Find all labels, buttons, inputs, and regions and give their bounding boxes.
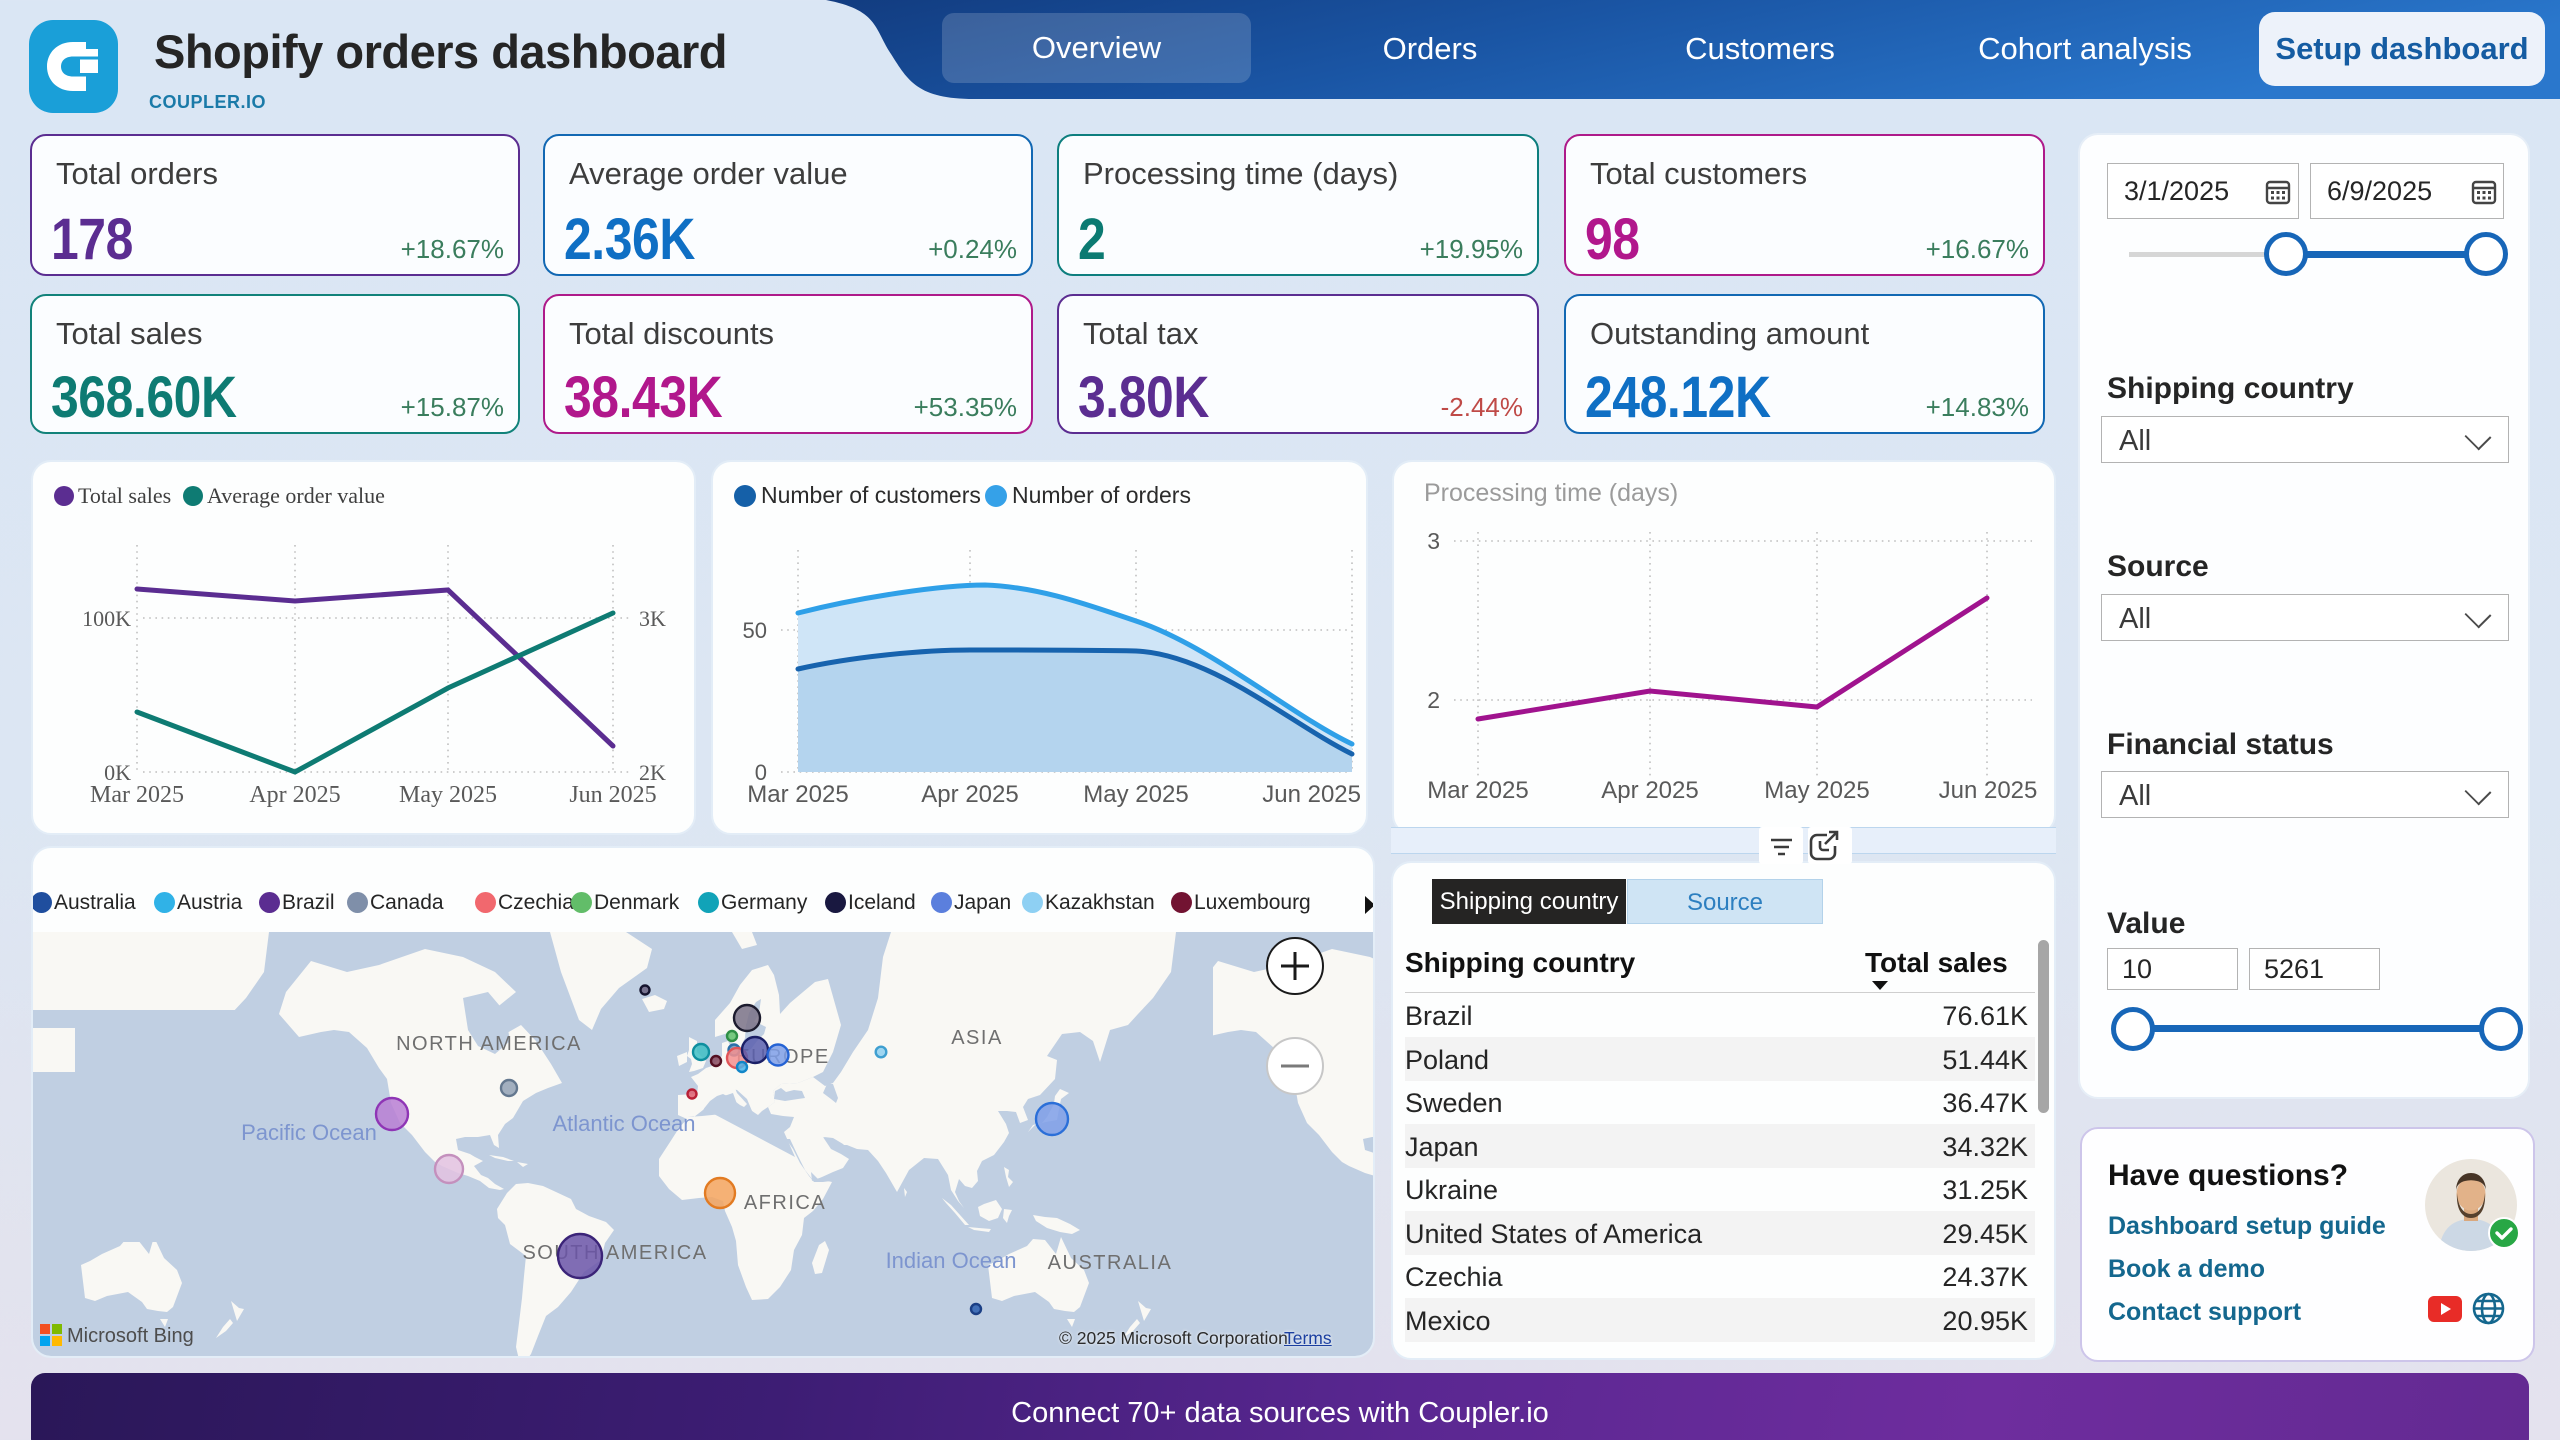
svg-text:Indian Ocean: Indian Ocean: [886, 1248, 1017, 1273]
svg-text:Apr 2025: Apr 2025: [1601, 777, 1698, 804]
svg-text:Jun 2025: Jun 2025: [1262, 781, 1361, 808]
svg-text:3K: 3K: [639, 606, 666, 631]
svg-text:0K: 0K: [104, 760, 131, 785]
svg-text:ASIA: ASIA: [951, 1027, 1003, 1049]
svg-text:SOUTH AMERICA: SOUTH AMERICA: [522, 1242, 707, 1264]
svg-text:Mar 2025: Mar 2025: [747, 781, 848, 808]
svg-text:May 2025: May 2025: [1083, 781, 1188, 808]
svg-text:Average order value: Average order value: [207, 483, 385, 508]
svg-text:2: 2: [1427, 687, 1440, 713]
svg-text:50: 50: [743, 618, 767, 643]
svg-text:Mar 2025: Mar 2025: [1427, 777, 1528, 804]
svg-text:3: 3: [1427, 528, 1440, 554]
svg-text:May 2025: May 2025: [399, 782, 497, 808]
svg-text:100K: 100K: [82, 606, 131, 631]
svg-text:Total sales: Total sales: [78, 483, 171, 508]
svg-text:Atlantic Ocean: Atlantic Ocean: [552, 1111, 695, 1136]
svg-text:AFRICA: AFRICA: [744, 1192, 826, 1214]
svg-text:May 2025: May 2025: [1764, 777, 1869, 804]
svg-text:Jun 2025: Jun 2025: [569, 782, 656, 808]
svg-text:Apr 2025: Apr 2025: [921, 781, 1018, 808]
svg-text:Number of orders: Number of orders: [1012, 482, 1191, 508]
svg-text:2K: 2K: [639, 760, 666, 785]
svg-text:Mar 2025: Mar 2025: [90, 782, 184, 808]
svg-text:AUSTRALIA: AUSTRALIA: [1048, 1252, 1173, 1274]
svg-text:Apr 2025: Apr 2025: [249, 782, 340, 808]
svg-text:Pacific Ocean: Pacific Ocean: [241, 1120, 377, 1145]
svg-text:Processing time (days): Processing time (days): [1424, 479, 1678, 507]
svg-text:Jun 2025: Jun 2025: [1939, 777, 2038, 804]
svg-text:Number of customers: Number of customers: [761, 482, 981, 508]
svg-text:0: 0: [755, 760, 767, 785]
svg-text:NORTH AMERICA: NORTH AMERICA: [396, 1033, 582, 1055]
